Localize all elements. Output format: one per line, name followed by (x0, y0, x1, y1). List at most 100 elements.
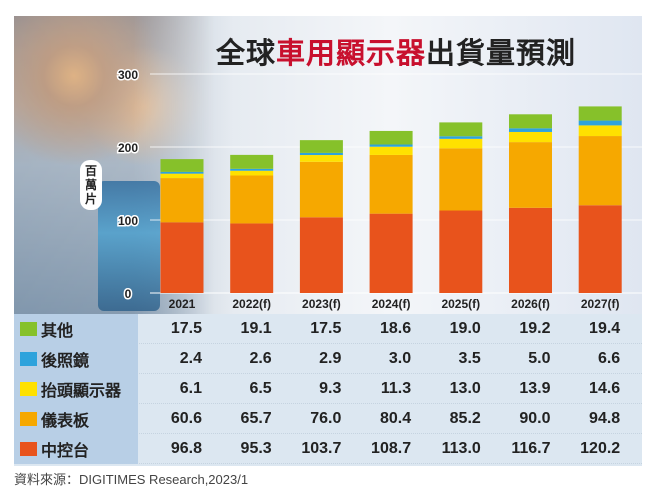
legend-swatch (20, 382, 37, 396)
bar-segment-3 (160, 171, 204, 174)
x-tick-label: 2023(f) (302, 297, 341, 311)
table-cell: 94.8 (589, 410, 621, 427)
table-cell: 6.6 (597, 350, 621, 367)
table-cell: 96.8 (170, 440, 202, 457)
table-cell: 95.3 (240, 440, 272, 457)
legend-label: 中控台 (41, 441, 90, 460)
bar-segment-4 (230, 154, 274, 169)
legend-label: 後照鏡 (41, 351, 90, 370)
bar-segment-2 (439, 138, 483, 149)
table-cell: 120.2 (580, 440, 621, 457)
title-part-3: 出貨量預測 (426, 36, 577, 70)
table-cell: 108.7 (371, 440, 412, 457)
car-console-image (98, 181, 160, 311)
bar-segment-1 (578, 136, 622, 206)
bar-segment-4 (578, 106, 622, 121)
table-cell: 6.1 (179, 380, 202, 397)
table-cell: 60.6 (170, 410, 202, 427)
legend-swatch (20, 412, 37, 426)
table-cell: 19.4 (589, 320, 621, 337)
x-tick-label: 2022(f) (232, 297, 271, 311)
table-cell: 2.9 (319, 350, 342, 367)
table-cell: 3.5 (458, 350, 481, 367)
table-row: 其他 17.5 19.1 17.5 18.6 19.0 19.2 19.4 (14, 314, 642, 344)
table-cell: 65.7 (240, 410, 272, 427)
table-cell: 17.5 (170, 320, 202, 337)
table-row: 抬頭顯示器 6.1 6.5 9.3 11.3 13.0 13.9 14.6 (14, 374, 642, 404)
table-row: 儀表板 60.6 65.7 76.0 80.4 85.2 90.0 94.8 (14, 404, 642, 434)
bar-segment-1 (369, 154, 413, 214)
legend-swatch (20, 322, 37, 336)
x-tick-label: 2021 (169, 297, 196, 311)
table-cell: 11.3 (380, 380, 412, 397)
table-cell: 116.7 (511, 440, 551, 457)
bar-segment-0 (369, 213, 413, 293)
bar-segment-1 (509, 142, 552, 208)
bar-segment-1 (160, 178, 204, 223)
table-cell: 80.4 (379, 410, 412, 427)
bar-segment-3 (439, 136, 483, 139)
table-row: 中控台 96.8 95.3 103.7 108.7 113.0 116.7 120.2 (14, 434, 642, 464)
row-label: 其他 (14, 314, 138, 344)
bar-segment-3 (369, 144, 413, 147)
table-cell: 13.0 (449, 380, 481, 397)
table-cell: 5.0 (528, 350, 551, 367)
x-tick-label: 2027(f) (581, 297, 620, 311)
bar-segment-4 (299, 140, 343, 153)
data-table: 其他 17.5 19.1 17.5 18.6 19.0 19.2 19.4 後照鏡 2.4 2.6 2… (14, 314, 642, 466)
y-tick-label: 300 (118, 68, 138, 82)
table-cell: 19.1 (240, 320, 272, 337)
table-row: 後照鏡 2.4 2.6 2.9 3.0 3.5 5.0 6.6 (14, 344, 642, 374)
bar-segment-2 (230, 170, 274, 176)
x-tick-label: 2024(f) (372, 297, 411, 311)
bar-segment-0 (299, 217, 343, 293)
bar-segment-3 (299, 152, 343, 156)
table-cell: 2.4 (179, 350, 202, 367)
bar-segment-2 (509, 131, 552, 143)
row-label: 中控台 (14, 434, 138, 464)
bar-segment-0 (230, 223, 274, 293)
bar-segment-4 (369, 130, 413, 145)
table-cell: 2.6 (249, 350, 272, 367)
table-cell: 85.2 (449, 410, 481, 427)
row-label: 後照鏡 (14, 344, 138, 374)
legend-label: 儀表板 (41, 411, 90, 430)
y-tick-label: 0 (125, 287, 132, 301)
bar-segment-1 (230, 175, 274, 224)
table-cell: 18.6 (379, 320, 412, 337)
table-cell: 13.9 (519, 380, 551, 397)
bar-segment-3 (509, 128, 552, 132)
bar-segment-4 (439, 122, 483, 137)
bar-segment-3 (230, 168, 274, 171)
bar-segment-0 (439, 210, 483, 293)
stacked-bar-chart: 0 100 200 300 2021 2022(f) 2023(f) 2024(f) 2025(… (117, 68, 622, 311)
table-cell: 19.0 (449, 320, 481, 337)
title-part-2: 車用顯示器 (276, 36, 427, 70)
table-cell: 90.0 (519, 410, 551, 427)
table-cell: 19.2 (519, 320, 551, 337)
bar-segment-1 (439, 148, 483, 211)
table-cell: 103.7 (301, 440, 342, 457)
bar-segment-0 (509, 207, 552, 293)
table-cell: 9.3 (319, 380, 342, 397)
legend-label: 抬頭顯示器 (41, 381, 122, 400)
table-cell: 113.0 (441, 440, 481, 457)
bar-segment-4 (509, 114, 552, 129)
bar-segment-2 (299, 155, 343, 162)
x-tick-label: 2026(f) (511, 297, 550, 311)
y-tick-label: 200 (118, 141, 138, 155)
bar-segment-2 (160, 173, 204, 179)
source-note: 資料來源：DIGITIMES Research,2023/1 (14, 472, 249, 487)
legend-swatch (20, 442, 37, 456)
row-label: 儀表板 (14, 404, 138, 434)
chart-title: 全球車用顯示器出貨量預測 (216, 30, 576, 72)
table-cell: 76.0 (310, 410, 342, 427)
bar-segment-0 (578, 205, 622, 293)
bar-segment-0 (160, 222, 204, 293)
table-cell: 3.0 (388, 350, 412, 367)
bar-segment-2 (578, 125, 622, 137)
bar-segment-3 (578, 120, 622, 126)
legend-swatch (20, 352, 37, 366)
table-cell: 6.5 (249, 380, 272, 397)
bar-segment-4 (160, 159, 204, 172)
